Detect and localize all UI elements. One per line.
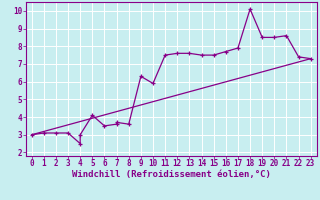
X-axis label: Windchill (Refroidissement éolien,°C): Windchill (Refroidissement éolien,°C) [72, 170, 271, 179]
